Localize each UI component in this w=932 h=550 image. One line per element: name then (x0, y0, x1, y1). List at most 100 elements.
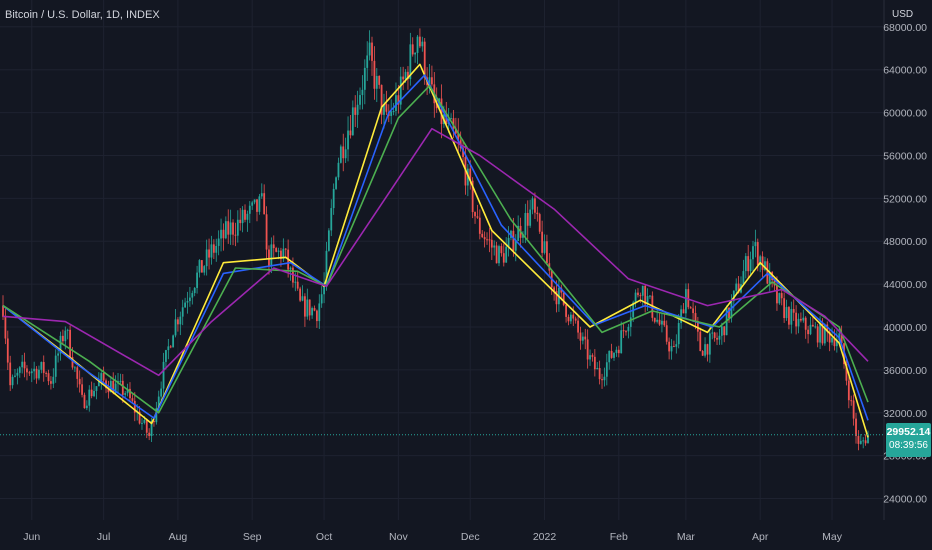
candle-body (440, 98, 443, 125)
candle-body (450, 118, 452, 120)
candle-body (596, 367, 599, 370)
candle-body (838, 333, 841, 340)
candle-body (696, 321, 699, 332)
candle-body (256, 199, 258, 212)
candle-body (313, 308, 316, 311)
candle-body (581, 336, 584, 341)
candle-body (804, 317, 807, 330)
candle-body (543, 241, 546, 253)
candle-body (454, 128, 457, 134)
candle-body (505, 246, 508, 263)
candle-body (131, 398, 134, 401)
time-tick-label: Feb (610, 531, 628, 543)
price-tick-label: 44000.00 (883, 279, 927, 291)
candle-body (383, 104, 385, 115)
candle-body (490, 239, 493, 248)
candle-body (761, 256, 764, 270)
candle-body (78, 378, 81, 385)
candle-body (380, 84, 383, 115)
candle-body (859, 440, 862, 444)
candle-body (706, 344, 709, 355)
candle-body (469, 168, 472, 181)
candle-body (639, 295, 642, 297)
moving-average-line (2, 127, 869, 377)
candle-body (680, 309, 683, 324)
candle-body (819, 322, 821, 343)
candle-body (4, 316, 7, 339)
candle-body (613, 352, 615, 358)
candle-body (814, 326, 817, 328)
candle-body (85, 405, 88, 409)
candle-body (589, 355, 591, 360)
candle-body (301, 296, 304, 301)
candle-body (864, 440, 867, 444)
candle-body (572, 314, 575, 319)
candle-body (423, 41, 426, 78)
candle-body (404, 71, 407, 80)
time-tick-label: Sep (243, 531, 262, 543)
candle-body (390, 111, 393, 116)
candle-body (378, 75, 381, 85)
candle-body (409, 44, 412, 80)
candle-body (95, 386, 98, 391)
candle-body (598, 367, 601, 380)
candle-body (188, 297, 191, 302)
moving-average-line (2, 85, 869, 414)
candle-body (828, 331, 831, 343)
candle-body (73, 367, 76, 369)
candle-body (608, 350, 611, 363)
symbol-title[interactable]: Bitcoin / U.S. Dollar, 1D, INDEX (5, 9, 160, 21)
candle-body (800, 318, 802, 321)
candle-body (668, 341, 671, 352)
candle-body (716, 337, 718, 340)
time-tick-label: Aug (169, 531, 188, 543)
candle-body (315, 310, 318, 322)
candle-body (11, 376, 14, 386)
candle-body (186, 301, 189, 303)
candle-body (435, 103, 438, 109)
candle-body (517, 225, 520, 241)
candle-body (797, 318, 800, 327)
candle-body (649, 295, 651, 297)
candle-body (71, 357, 74, 368)
candle-body (236, 219, 239, 236)
candle-body (289, 267, 292, 270)
candle-body (359, 95, 361, 105)
candle-body (208, 249, 210, 258)
candle-body (284, 248, 287, 250)
candle-body (224, 221, 227, 239)
candle-body (296, 281, 299, 289)
candle-body (363, 67, 366, 90)
last-price-value: 29952.14 (886, 426, 931, 438)
candle-body (752, 246, 754, 260)
candle-body (481, 233, 484, 238)
candle-body (754, 242, 757, 247)
price-axis[interactable]: 24000.0028000.0032000.0036000.0040000.00… (883, 22, 927, 506)
candle-body (816, 326, 819, 343)
candle-body (802, 317, 805, 321)
candle-body (18, 367, 21, 373)
candle-body (658, 319, 661, 325)
candle-body (275, 248, 278, 252)
candle-body (735, 283, 738, 291)
candle-body (311, 308, 313, 316)
candle-body (788, 307, 790, 325)
candle-body (160, 388, 163, 397)
candle-body (661, 320, 663, 325)
candle-body (342, 146, 345, 159)
candle-body (776, 285, 778, 304)
candle-body (785, 307, 788, 319)
candle-body (181, 307, 184, 317)
candle-body (689, 307, 692, 309)
grid-lines (0, 0, 884, 520)
candle-body (620, 330, 623, 354)
candle-body (217, 238, 220, 246)
candle-body (174, 319, 177, 336)
candle-body (282, 248, 285, 259)
candle-body (375, 75, 378, 89)
candle-body (155, 408, 158, 423)
candle-body (320, 294, 323, 304)
candle-body (299, 288, 302, 301)
time-axis[interactable]: Jun Jul Aug Sep Oct Nov Dec 2022 Feb Mar Apr May (23, 531, 842, 543)
